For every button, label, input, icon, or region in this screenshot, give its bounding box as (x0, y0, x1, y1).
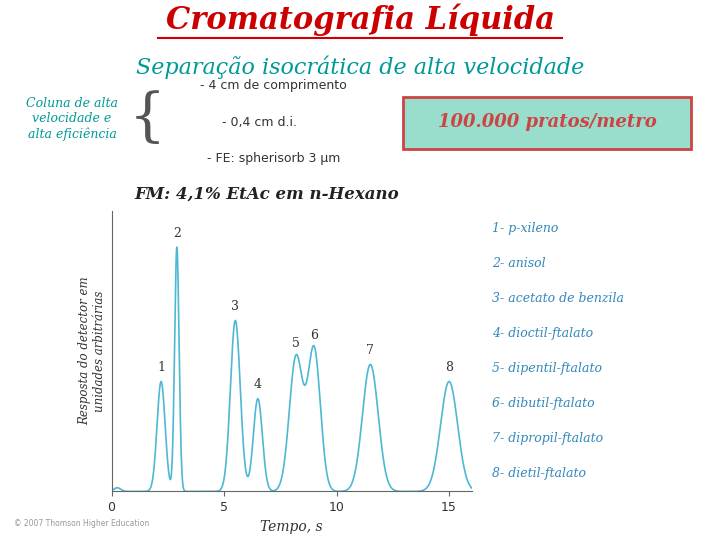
Text: - FE: spherisorb 3 μm: - FE: spherisorb 3 μm (207, 152, 341, 165)
Text: 3: 3 (231, 300, 239, 313)
Text: 100.000 pratos/metro: 100.000 pratos/metro (438, 113, 657, 131)
Text: 5: 5 (292, 337, 300, 350)
Text: 2- anisol: 2- anisol (492, 256, 545, 270)
Text: Cromatografia Líquida: Cromatografia Líquida (166, 3, 554, 36)
Text: 4: 4 (254, 379, 262, 392)
Text: {: { (129, 91, 166, 147)
Text: 8- dietil-ftalato: 8- dietil-ftalato (492, 467, 585, 481)
Text: 1- p-xileno: 1- p-xileno (492, 221, 558, 235)
Y-axis label: Resposta do detector em
unidades arbitrárias: Resposta do detector em unidades arbitrá… (78, 276, 106, 426)
Text: 3- acetato de benzila: 3- acetato de benzila (492, 292, 624, 305)
Text: 8: 8 (445, 361, 453, 374)
FancyBboxPatch shape (403, 97, 691, 149)
Text: - 0,4 cm d.i.: - 0,4 cm d.i. (222, 116, 297, 129)
Text: 6- dibutil-ftalato: 6- dibutil-ftalato (492, 397, 594, 410)
Text: 2: 2 (173, 227, 181, 240)
Text: Coluna de alta
velocidade e
alta eficiência: Coluna de alta velocidade e alta eficiên… (26, 97, 118, 140)
Text: 1: 1 (157, 361, 165, 374)
Text: 7: 7 (366, 344, 374, 357)
Text: 4- dioctil-ftalato: 4- dioctil-ftalato (492, 327, 593, 340)
Text: FM: 4,1% EtAc em n-Hexano: FM: 4,1% EtAc em n-Hexano (134, 186, 399, 203)
Text: 7- dipropil-ftalato: 7- dipropil-ftalato (492, 432, 603, 445)
Text: Separação isocrática de alta velocidade: Separação isocrática de alta velocidade (136, 56, 584, 79)
Text: 5- dipentil-ftalato: 5- dipentil-ftalato (492, 362, 602, 375)
Text: - 4 cm de comprimento: - 4 cm de comprimento (200, 79, 347, 92)
Text: © 2007 Thomson Higher Education: © 2007 Thomson Higher Education (14, 519, 149, 528)
Text: 6: 6 (310, 329, 318, 342)
X-axis label: Tempo, s: Tempo, s (261, 519, 323, 534)
